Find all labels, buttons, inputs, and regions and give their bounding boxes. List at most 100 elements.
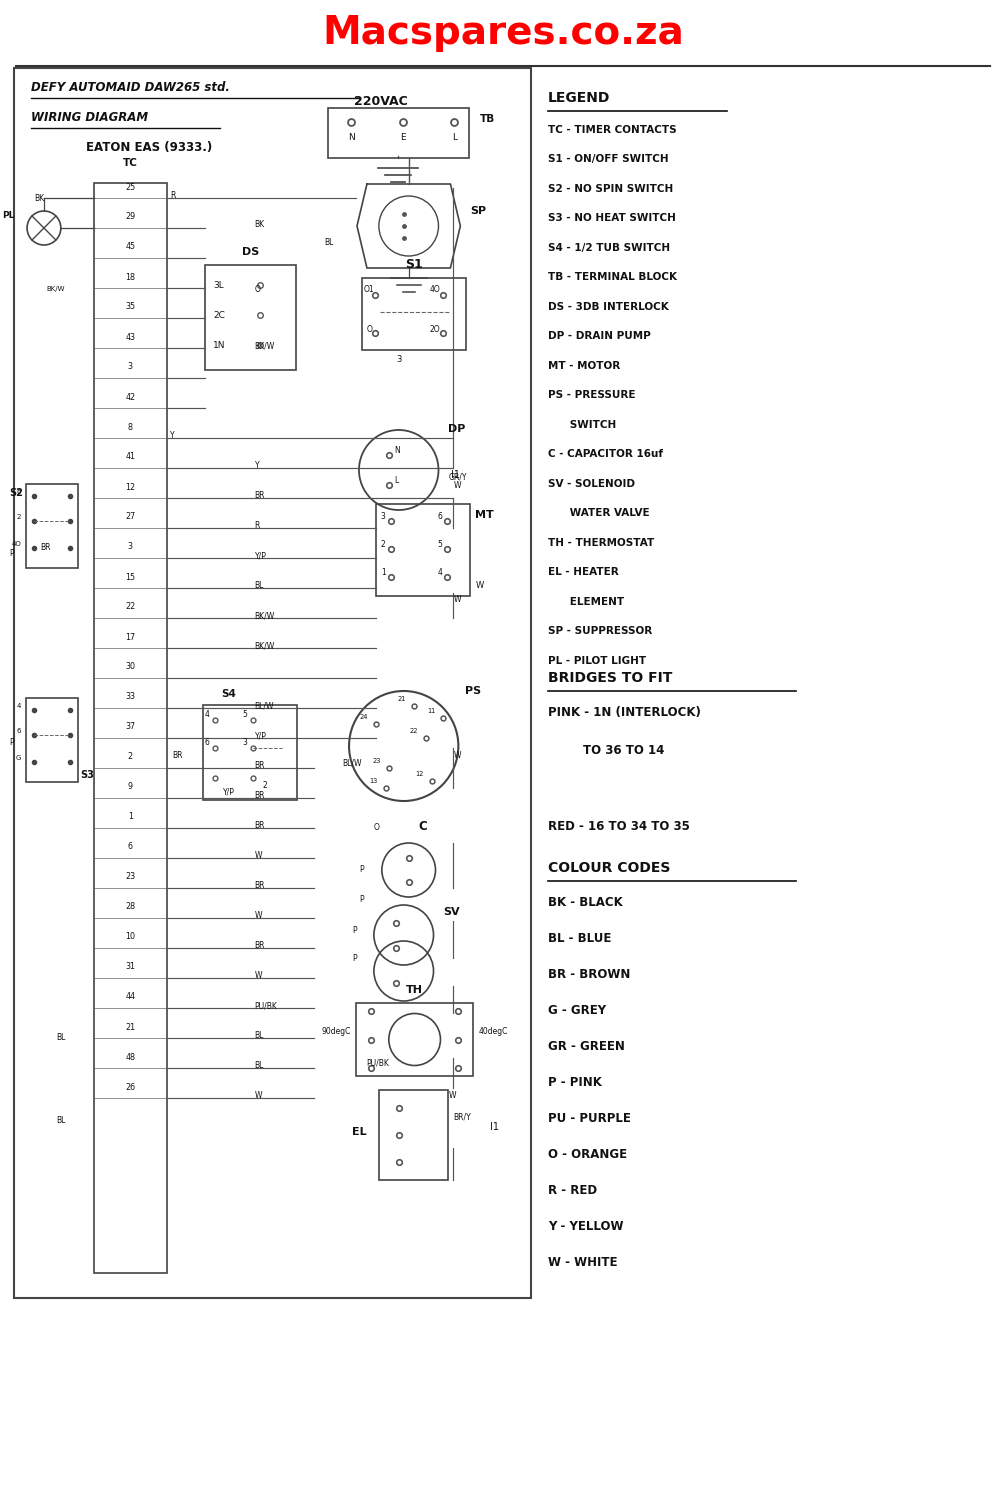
Text: EATON EAS (9333.): EATON EAS (9333.) — [86, 142, 212, 154]
Text: 4: 4 — [205, 710, 210, 719]
Text: BR: BR — [255, 792, 265, 801]
Text: SV - SOLENOID: SV - SOLENOID — [548, 480, 635, 489]
Bar — [356, 1003, 473, 1077]
Bar — [203, 706, 297, 801]
Text: W: W — [453, 751, 461, 760]
Text: BL/W: BL/W — [255, 701, 274, 710]
Text: S4 - 1/2 TUB SWITCH: S4 - 1/2 TUB SWITCH — [548, 243, 670, 253]
Text: BL: BL — [255, 1031, 264, 1041]
Text: 31: 31 — [125, 962, 135, 971]
Text: TC - TIMER CONTACTS: TC - TIMER CONTACTS — [548, 125, 676, 136]
Text: P: P — [352, 926, 357, 935]
Text: 21: 21 — [125, 1022, 135, 1031]
Bar — [376, 504, 470, 596]
Text: 44: 44 — [125, 992, 135, 1001]
Text: 4: 4 — [437, 569, 442, 578]
Text: BR: BR — [255, 762, 265, 771]
Text: Y/P: Y/P — [255, 552, 267, 561]
Bar — [379, 1090, 448, 1179]
Text: 2: 2 — [381, 540, 386, 549]
Text: Macspares.co.za: Macspares.co.za — [322, 14, 684, 51]
Text: BL - BLUE: BL - BLUE — [548, 932, 611, 946]
Text: BL: BL — [56, 1116, 66, 1125]
Text: BR: BR — [173, 751, 183, 760]
Text: BR: BR — [255, 882, 265, 891]
Bar — [26, 698, 78, 783]
Text: W: W — [255, 1092, 262, 1101]
Text: S3 - NO HEAT SWITCH: S3 - NO HEAT SWITCH — [548, 214, 676, 223]
Text: P: P — [352, 955, 357, 964]
Text: SP - SUPPRESSOR: SP - SUPPRESSOR — [548, 626, 652, 636]
Text: 6: 6 — [205, 737, 210, 746]
Text: BR/Y: BR/Y — [453, 1113, 471, 1122]
Text: DS - 3DB INTERLOCK: DS - 3DB INTERLOCK — [548, 302, 669, 312]
Text: PINK - 1N (INTERLOCK): PINK - 1N (INTERLOCK) — [548, 707, 701, 719]
Text: MT: MT — [475, 510, 494, 520]
Text: 24: 24 — [359, 713, 368, 719]
Text: O: O — [367, 326, 373, 333]
Text: BK/W: BK/W — [255, 341, 275, 350]
Text: 27: 27 — [125, 513, 136, 522]
Text: COLOUR CODES: COLOUR CODES — [548, 861, 670, 875]
Text: G: G — [16, 756, 21, 762]
Text: 26: 26 — [125, 1083, 135, 1092]
Text: DP - DRAIN PUMP: DP - DRAIN PUMP — [548, 332, 651, 341]
Text: TH - THERMOSTAT: TH - THERMOSTAT — [548, 538, 654, 547]
Text: 220VAC: 220VAC — [354, 95, 408, 109]
Text: 35: 35 — [125, 303, 135, 312]
Text: E: E — [400, 133, 406, 142]
Text: I1: I1 — [451, 470, 460, 480]
Text: R - RED: R - RED — [548, 1184, 597, 1197]
Text: SWITCH: SWITCH — [548, 421, 616, 430]
Text: 2: 2 — [17, 514, 21, 520]
Text: 10: 10 — [125, 932, 135, 941]
Text: 33: 33 — [125, 692, 135, 701]
Bar — [14, 68, 531, 1298]
Text: 15: 15 — [125, 573, 135, 582]
Text: GR/Y: GR/Y — [448, 474, 467, 483]
Text: 43: 43 — [125, 332, 135, 341]
Bar — [205, 265, 296, 369]
Text: 28: 28 — [125, 902, 135, 911]
Text: BK: BK — [34, 195, 44, 204]
Text: 5: 5 — [437, 540, 442, 549]
Text: O: O — [374, 823, 380, 832]
Text: WATER VALVE: WATER VALVE — [548, 508, 649, 519]
Text: MT - MOTOR: MT - MOTOR — [548, 360, 620, 371]
Text: LEGEND: LEGEND — [548, 90, 610, 106]
Text: BL: BL — [324, 238, 334, 247]
Text: BL: BL — [255, 1062, 264, 1071]
Text: 90degC: 90degC — [322, 1027, 351, 1036]
Text: SP: SP — [470, 207, 486, 216]
Text: 6: 6 — [437, 513, 442, 520]
Text: Y/P: Y/P — [255, 731, 267, 740]
Text: TC: TC — [123, 158, 138, 167]
Text: S1: S1 — [405, 258, 423, 271]
Text: 3: 3 — [381, 513, 386, 520]
Text: O: O — [255, 285, 261, 294]
Text: WIRING DIAGRAM: WIRING DIAGRAM — [31, 112, 148, 125]
Text: R: R — [255, 522, 260, 531]
Text: PU - PURPLE: PU - PURPLE — [548, 1113, 631, 1125]
Text: SV: SV — [443, 906, 460, 917]
Text: 22: 22 — [125, 603, 136, 612]
Text: W: W — [255, 971, 262, 980]
Text: 2: 2 — [128, 752, 133, 762]
Text: 4: 4 — [17, 703, 21, 709]
Text: RED - 16 TO 34 TO 35: RED - 16 TO 34 TO 35 — [548, 820, 690, 834]
Text: 23: 23 — [372, 759, 381, 765]
Text: 5: 5 — [243, 710, 248, 719]
Text: 21: 21 — [397, 697, 406, 703]
Text: C: C — [419, 820, 427, 832]
Text: BR: BR — [255, 822, 265, 831]
Bar — [328, 109, 469, 158]
Text: S1 - ON/OFF SWITCH: S1 - ON/OFF SWITCH — [548, 154, 668, 164]
Text: PU/BK: PU/BK — [255, 1001, 278, 1010]
Text: 37: 37 — [125, 722, 135, 731]
Text: EL: EL — [352, 1126, 367, 1137]
Text: P: P — [9, 549, 14, 558]
Text: 41: 41 — [125, 452, 135, 461]
Text: 13: 13 — [370, 778, 378, 784]
Text: C - CAPACITOR 16uf: C - CAPACITOR 16uf — [548, 449, 663, 460]
Text: BL: BL — [56, 1033, 66, 1042]
